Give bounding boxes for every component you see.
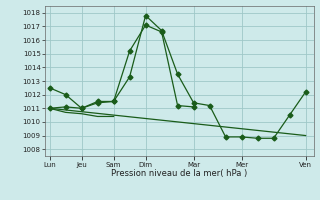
X-axis label: Pression niveau de la mer( hPa ): Pression niveau de la mer( hPa ) bbox=[111, 169, 247, 178]
